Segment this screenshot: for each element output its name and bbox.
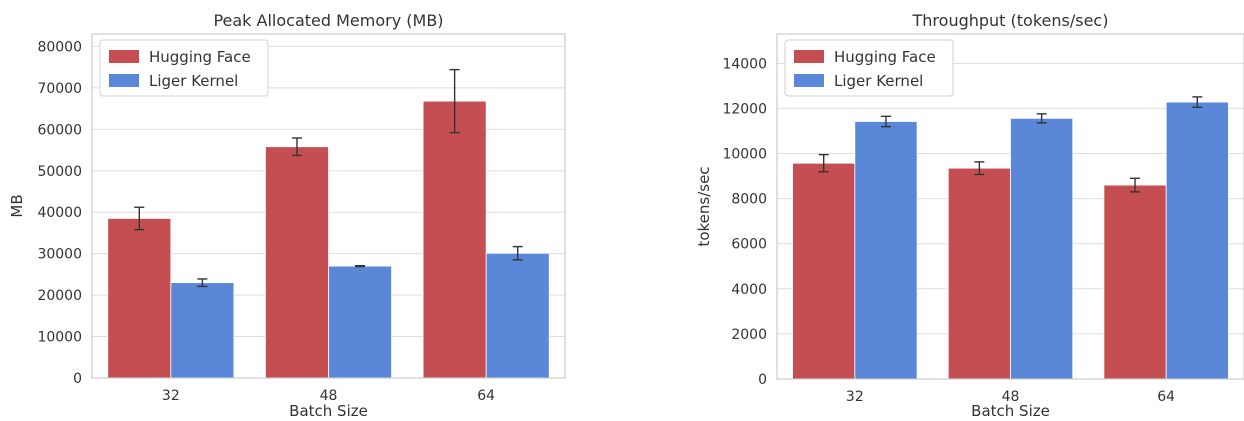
y-tick-label: 10000: [37, 330, 82, 346]
y-tick-label: 40000: [37, 205, 82, 221]
y-axis-label: tokens/sec: [695, 166, 713, 246]
legend-swatch: [109, 50, 139, 63]
chart-1: 0 10000 20000 30000 40000 50000 60000 70000 8000…: [8, 11, 566, 420]
y-tick-label: 2000: [731, 327, 767, 343]
bar-hugging-face-48: [265, 146, 329, 379]
chart-2: 0 2000 4000 6000 8000 10000 12000 14000 32 48 64 Th…: [695, 11, 1244, 420]
bar-liger-kernel-32: [854, 121, 918, 380]
x-tick-label: 32: [846, 389, 864, 405]
y-tick-label: 0: [73, 371, 82, 387]
y-axis-label: MB: [8, 194, 26, 217]
y-tick-label: 70000: [37, 81, 82, 97]
legend-label: Liger Kernel: [149, 72, 238, 90]
y-tick-label: 50000: [37, 164, 82, 180]
y-tick-label: 80000: [37, 39, 82, 55]
legend-frame: [784, 39, 954, 97]
y-tick-label: 4000: [731, 282, 767, 298]
plot-frame: [91, 33, 566, 379]
chart-title: Throughput (tokens/sec): [912, 11, 1109, 30]
bar-liger-kernel-48: [328, 265, 392, 379]
legend-label: Hugging Face: [149, 48, 251, 66]
y-tick-label: 12000: [722, 101, 767, 117]
bar-liger-kernel-64: [485, 252, 550, 379]
x-tick-label: 64: [477, 388, 495, 404]
plot-frame: [776, 33, 1244, 380]
bar-hugging-face-32: [107, 218, 172, 379]
bar-liger-kernel-48: [1010, 117, 1074, 380]
bar-liger-kernel-64: [1165, 101, 1229, 380]
x-axis-label: Batch Size: [289, 402, 368, 420]
x-tick-label: 32: [162, 388, 180, 404]
bar-hugging-face-48: [947, 167, 1011, 380]
legend-label: Hugging Face: [834, 48, 936, 66]
x-tick-label: 48: [1002, 389, 1020, 405]
bar-hugging-face-64: [1103, 184, 1167, 380]
y-tick-label: 6000: [731, 237, 767, 253]
y-tick-label: 20000: [37, 288, 82, 304]
bar-hugging-face-64: [422, 100, 487, 379]
y-tick-label: 0: [758, 372, 767, 388]
legend-swatch: [109, 74, 139, 87]
chart-title: Peak Allocated Memory (MB): [213, 11, 443, 30]
legend-label: Liger Kernel: [834, 72, 923, 90]
y-tick-label: 8000: [731, 192, 767, 208]
x-tick-label: 48: [320, 388, 338, 404]
legend: Hugging Face Liger Kernel: [99, 39, 269, 97]
y-tick-label: 30000: [37, 247, 82, 263]
x-tick-label: 64: [1157, 389, 1175, 405]
bar-liger-kernel-32: [170, 282, 235, 379]
y-tick-label: 10000: [722, 147, 767, 163]
legend-swatch: [794, 50, 824, 63]
y-tick-label: 60000: [37, 122, 82, 138]
bar-hugging-face-32: [792, 162, 856, 380]
legend: Hugging Face Liger Kernel: [784, 39, 954, 97]
legend-swatch: [794, 74, 824, 87]
legend-frame: [99, 39, 269, 97]
y-tick-label: 14000: [722, 56, 767, 72]
x-axis-label: Batch Size: [971, 402, 1050, 420]
